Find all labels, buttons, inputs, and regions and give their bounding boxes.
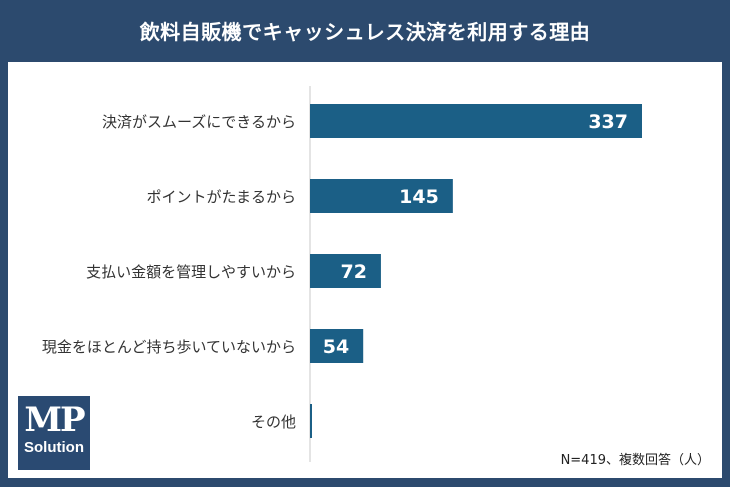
bar-value-label: 145 [399, 186, 439, 208]
bar-value-label: 337 [588, 111, 628, 133]
category-label: ポイントがたまるから [146, 188, 296, 206]
logo-solution-text: Solution [24, 439, 84, 456]
bar-value-label: 72 [340, 261, 366, 283]
bar [310, 179, 453, 213]
category-label: 現金をほとんど持ち歩いていないから [42, 338, 296, 356]
bar-value-label: 54 [323, 336, 349, 358]
bar [310, 254, 381, 288]
chart-title: 飲料自販機でキャッシュレス決済を利用する理由 [139, 19, 591, 44]
category-label: 支払い金額を管理しやすいから [86, 263, 296, 281]
category-label: その他 [251, 413, 296, 431]
bar [310, 104, 642, 138]
sample-note: N=419、複数回答（人） [560, 453, 710, 468]
mp-solution-logo: MP Solution [18, 396, 90, 470]
logo-mp-text: MP [24, 400, 85, 440]
category-label: 決済がスムーズにできるから [102, 113, 296, 131]
bar [310, 329, 364, 363]
bar [310, 404, 312, 438]
